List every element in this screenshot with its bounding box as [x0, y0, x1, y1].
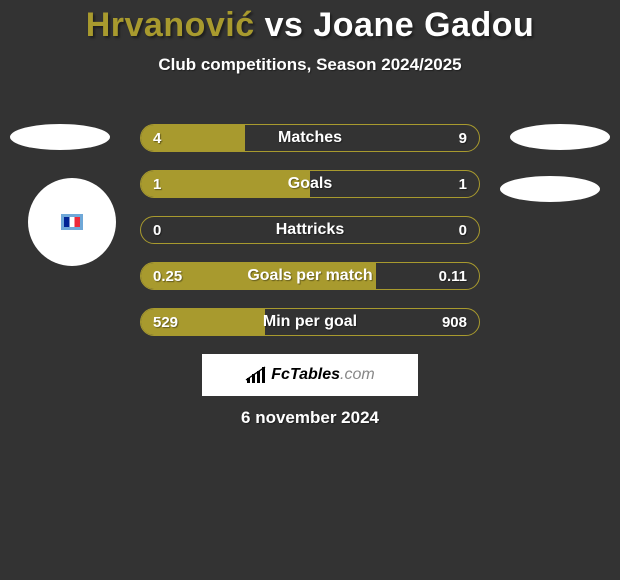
vs-text: vs — [265, 6, 304, 44]
logo-domain: .com — [340, 366, 375, 383]
stat-label: Hattricks — [141, 217, 479, 243]
avatar-oval-left — [10, 124, 110, 150]
stat-label: Goals — [141, 171, 479, 197]
avatar-oval-right-top — [510, 124, 610, 150]
stat-bar-row: 0Hattricks0 — [140, 216, 480, 244]
france-flag-icon — [63, 216, 81, 228]
avatar-oval-right-mid — [500, 176, 600, 202]
stat-label: Matches — [141, 125, 479, 151]
date-text: 6 november 2024 — [0, 408, 620, 428]
bar-chart-icon — [245, 366, 267, 384]
stat-label: Goals per match — [141, 263, 479, 289]
stat-value-right: 9 — [459, 125, 467, 151]
avatar-circle-left — [28, 178, 116, 266]
stat-value-right: 0.11 — [439, 263, 467, 289]
player1-name: Hrvanović — [86, 6, 255, 44]
stat-bar-row: 1Goals1 — [140, 170, 480, 198]
stat-value-right: 908 — [442, 309, 467, 335]
logo-text: FcTables.com — [271, 366, 374, 384]
player2-name: Joane Gadou — [313, 6, 534, 44]
stat-value-right: 0 — [459, 217, 467, 243]
stat-bars: 4Matches9 1Goals1 0Hattricks0 0.25Goals per… — [140, 124, 480, 354]
stat-bar-row: 0.25Goals per match0.11 — [140, 262, 480, 290]
subtitle: Club competitions, Season 2024/2025 — [0, 55, 620, 75]
logo-suffix: Tables — [290, 366, 340, 383]
stat-label: Min per goal — [141, 309, 479, 335]
stat-bar-row: 4Matches9 — [140, 124, 480, 152]
comparison-title: Hrvanović vs Joane Gadou — [0, 0, 620, 45]
stat-value-right: 1 — [459, 171, 467, 197]
fctables-logo: FcTables.com — [202, 354, 418, 396]
stat-bar-row: 529Min per goal908 — [140, 308, 480, 336]
logo-prefix: Fc — [271, 366, 290, 383]
